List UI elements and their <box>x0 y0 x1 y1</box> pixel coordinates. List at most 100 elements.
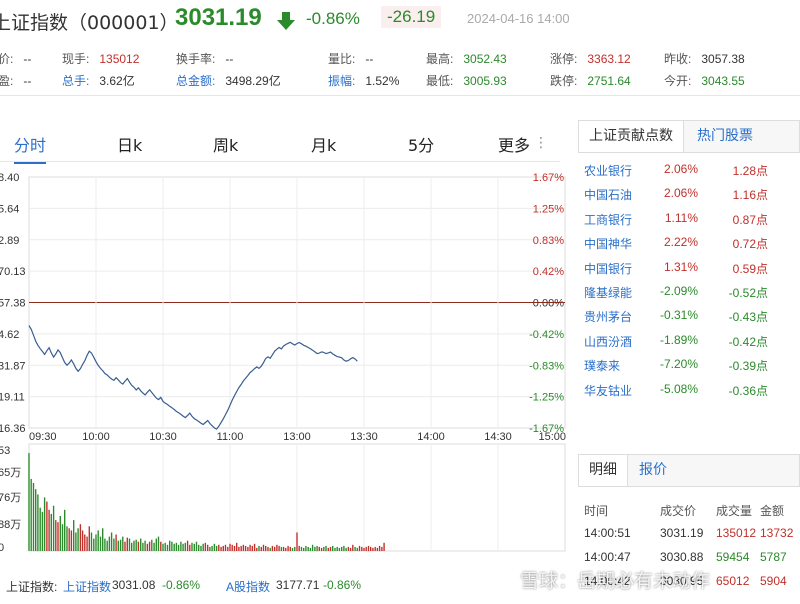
trade-row: 14:00:42 3030.95 65012 5904 <box>578 574 800 596</box>
volume-bar <box>131 542 133 551</box>
contribution-row[interactable]: 贵州茅台 -0.31% -0.43点 <box>578 308 800 332</box>
volume-bar <box>358 545 361 552</box>
stock-name[interactable]: 农业银行 <box>584 164 633 178</box>
trade-time: 14:00:51 <box>584 526 631 540</box>
stock-pct: 2.06% <box>663 162 698 176</box>
volume-bar <box>372 547 374 551</box>
stat-item: 现手: 135012 <box>62 50 139 67</box>
stat-value: -- <box>23 52 32 66</box>
y-tick-label: 57.38 <box>0 298 26 310</box>
contribution-panel: 上证贡献点数 热门股票 农业银行 2.06% 1.28点 中国石油 2.06% 1.16点… <box>578 120 800 410</box>
volume-bar <box>220 546 222 551</box>
tab-hot-stocks[interactable]: 热门股票 <box>697 128 753 144</box>
volume-bar <box>229 543 231 551</box>
tab-daily-k[interactable]: 日k <box>117 136 143 155</box>
volume-bar <box>378 545 381 552</box>
footer-sh-pct: -0.86% <box>162 578 201 592</box>
pct-tick-label: 0.83% <box>533 235 564 247</box>
volume-bar <box>329 546 332 551</box>
tab-monthly-k[interactable]: 月k <box>311 136 337 155</box>
y-tick-label: 16.36 <box>0 423 26 435</box>
trade-amount: 5787 <box>760 550 787 564</box>
volume-bar <box>215 545 218 552</box>
footer-link-sh-index[interactable]: 上证指数 <box>63 580 112 594</box>
tab-more[interactable]: 更多 <box>498 136 531 155</box>
x-tick-label: 13:30 <box>350 431 378 443</box>
tab-weekly-k[interactable]: 周k <box>213 136 239 155</box>
contribution-row[interactable]: 工商银行 1.11% 0.87点 <box>578 211 800 235</box>
stat-item: 量比: -- <box>328 50 373 67</box>
stock-name[interactable]: 中国银行 <box>584 261 633 276</box>
contribution-row[interactable]: 璞泰来 -7.20% -0.39点 <box>578 357 800 381</box>
stock-name[interactable]: 中国神华 <box>584 237 633 252</box>
volume-bar <box>231 544 233 551</box>
contribution-row[interactable]: 隆基绿能 -2.09% -0.52点 <box>578 284 800 308</box>
volume-bar <box>153 542 155 551</box>
volume-bar <box>84 534 86 551</box>
stats-panel: 价: -- 现手: 135012 换手率: -- 量比: -- 最高: 3052.43 涨停: 336… <box>0 46 800 96</box>
stock-name[interactable]: 华友钴业 <box>584 383 633 398</box>
tab-detail[interactable]: 明细 <box>579 455 628 486</box>
volume-bar <box>305 545 307 552</box>
volume-bar <box>271 545 274 552</box>
volume-bar <box>332 545 334 552</box>
footer-link-a-index[interactable]: A股指数 <box>226 580 271 594</box>
volume-bar <box>253 543 256 551</box>
tab-intraday[interactable]: 分时 <box>14 132 47 164</box>
volume-tick-label: 88万 <box>0 519 21 531</box>
volume-bar <box>211 545 213 552</box>
volume-bar <box>249 544 251 551</box>
contribution-row[interactable]: 中国银行 1.31% 0.59点 <box>578 260 800 284</box>
tab-5min[interactable]: 5分 <box>408 136 435 155</box>
stock-name[interactable]: 中国石油 <box>584 188 633 203</box>
volume-bar <box>204 542 207 551</box>
index-title: 上证指数（000001） <box>0 12 179 34</box>
volume-bar <box>39 507 41 551</box>
volume-bar <box>236 542 238 551</box>
volume-bar <box>262 544 265 551</box>
volume-bar <box>260 546 262 551</box>
volume-bar <box>367 545 370 552</box>
volume-bar <box>119 539 122 551</box>
volume-bar <box>140 538 142 551</box>
stock-name[interactable]: 工商银行 <box>584 212 633 227</box>
volume-bar <box>50 513 52 551</box>
trade-time: 14:00:42 <box>584 574 631 588</box>
volume-bar <box>311 544 314 551</box>
volume-bar <box>155 538 157 551</box>
stock-name[interactable]: 璞泰来 <box>584 359 621 374</box>
pct-tick-label: -0.42% <box>529 329 564 341</box>
volume-bar <box>314 546 316 551</box>
stock-name[interactable]: 山西汾酒 <box>584 334 633 349</box>
trade-price: 3030.95 <box>660 574 704 588</box>
stock-name[interactable]: 隆基绿能 <box>584 286 633 300</box>
volume-bar <box>175 542 178 551</box>
volume-bar <box>247 546 249 551</box>
tab-quote[interactable]: 报价 <box>639 462 667 478</box>
volume-bar <box>160 541 162 551</box>
contribution-row[interactable]: 山西汾酒 -1.89% -0.42点 <box>578 333 800 357</box>
more-dots-icon[interactable]: ⋮ <box>534 135 548 151</box>
volume-bar <box>59 516 61 551</box>
volume-bar <box>325 545 327 552</box>
volume-bar <box>224 544 227 551</box>
volume-bar <box>341 546 343 551</box>
contribution-row[interactable]: 农业银行 2.06% 1.28点 <box>578 162 800 186</box>
intraday-chart[interactable]: 8.40 1.67% 5.64 1.25% 2.89 0.83% 70.13 0.42% 57.… <box>0 165 570 557</box>
volume-bar <box>117 540 119 551</box>
contribution-row[interactable]: 中国神华 2.22% 0.72点 <box>578 235 800 259</box>
volume-bar <box>37 494 39 552</box>
volume-bar <box>336 546 338 551</box>
stock-points: 0.87点 <box>732 212 768 227</box>
volume-bar <box>88 526 90 551</box>
x-tick-label: 09:30 <box>29 431 57 443</box>
trade-amount: 13732 <box>760 526 794 540</box>
stat-label: 跌停: <box>550 74 578 88</box>
tab-sh-contribution[interactable]: 上证贡献点数 <box>579 121 684 152</box>
stock-name[interactable]: 贵州茅台 <box>584 310 633 325</box>
volume-bar <box>173 543 175 551</box>
y-tick-label: 4.62 <box>0 329 19 341</box>
contribution-row[interactable]: 中国石油 2.06% 1.16点 <box>578 186 800 210</box>
contribution-row[interactable]: 华友钴业 -5.08% -0.36点 <box>578 382 800 406</box>
quote-header: 上证指数（000001） 3031.19 -0.86% -26.19 2024-… <box>0 0 800 40</box>
